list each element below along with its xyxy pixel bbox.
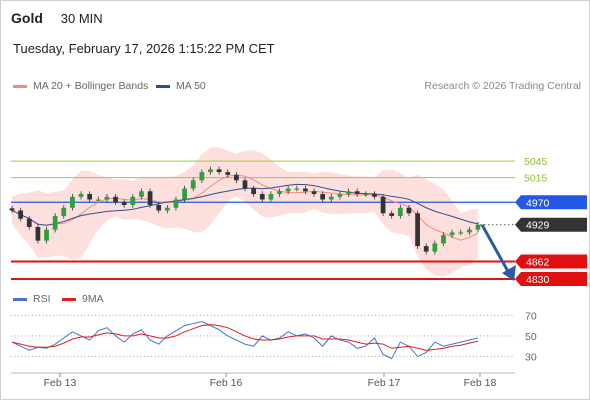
candle-body bbox=[406, 207, 412, 214]
candle-body bbox=[113, 196, 118, 203]
level-label-5015: 5015 bbox=[524, 173, 548, 185]
candle-body bbox=[61, 207, 67, 216]
candle-body bbox=[208, 169, 213, 173]
rsi-tick-70: 70 bbox=[525, 310, 537, 322]
level-tag-4830 bbox=[515, 272, 587, 287]
candle-body bbox=[372, 194, 377, 197]
candle-body bbox=[432, 243, 438, 252]
candle-body bbox=[475, 224, 481, 230]
level-tag-4862 bbox=[515, 254, 587, 269]
level-label-4929: 4929 bbox=[526, 220, 550, 232]
candle-body bbox=[225, 172, 231, 175]
candle-body bbox=[35, 226, 41, 241]
candle-body bbox=[216, 169, 222, 173]
legend-ma50-label: MA 50 bbox=[176, 80, 206, 92]
candle-body bbox=[242, 180, 248, 189]
candle-body bbox=[259, 194, 265, 200]
level-label-4862: 4862 bbox=[526, 256, 550, 268]
candle-body bbox=[466, 229, 472, 233]
candle-body bbox=[9, 208, 15, 211]
candle-body bbox=[441, 235, 446, 244]
candle-body bbox=[397, 207, 403, 216]
bollinger-band bbox=[12, 147, 478, 277]
candle-body bbox=[130, 196, 136, 205]
candle-body bbox=[52, 215, 58, 230]
level-label-4970: 4970 bbox=[526, 197, 550, 209]
rsi-line bbox=[11, 320, 479, 360]
candle-body bbox=[173, 199, 179, 208]
candle-body bbox=[156, 205, 162, 211]
candle-body bbox=[147, 191, 153, 205]
candle-body bbox=[389, 213, 395, 216]
legend-rsi-label: RSI bbox=[33, 293, 51, 305]
rsi-tick-50: 50 bbox=[525, 331, 537, 343]
candle-body bbox=[199, 172, 205, 181]
candle-body bbox=[320, 194, 326, 200]
candle-body bbox=[139, 191, 144, 197]
credit-text: Research © 2026 Trading Central bbox=[424, 80, 581, 92]
candle-body bbox=[328, 196, 334, 200]
report-datetime: Tuesday, February 17, 2026 1:15:22 PM CE… bbox=[13, 41, 275, 56]
ma20-swatch bbox=[13, 84, 27, 88]
candle-body bbox=[311, 191, 317, 195]
legend-ma20-label: MA 20 + Bollinger Bands bbox=[33, 80, 149, 92]
candle-body bbox=[363, 194, 369, 196]
level-tag-4970 bbox=[515, 195, 587, 210]
level-label-4830: 4830 bbox=[526, 274, 550, 286]
candle-body bbox=[121, 202, 127, 205]
candle-body bbox=[251, 188, 257, 195]
instrument-name: Gold bbox=[11, 10, 43, 26]
candle-body bbox=[346, 191, 351, 195]
level-tag-4929 bbox=[515, 217, 587, 232]
candle-body bbox=[423, 246, 429, 252]
projection-arrow-head bbox=[502, 265, 516, 282]
candle-body bbox=[70, 196, 75, 208]
legend-9ma-label: 9MA bbox=[82, 293, 104, 305]
candle-body bbox=[44, 229, 49, 241]
candle-body bbox=[26, 218, 32, 227]
candle-body bbox=[285, 188, 291, 192]
candle-body bbox=[415, 213, 420, 247]
rsi-swatch bbox=[13, 297, 27, 301]
candle-body bbox=[78, 194, 84, 197]
ma20-line bbox=[11, 174, 479, 241]
level-label-5045: 5045 bbox=[524, 156, 548, 168]
chart-header: Gold 30 MIN bbox=[11, 10, 103, 26]
legend-ma20: MA 20 + Bollinger Bands bbox=[13, 80, 148, 92]
candle-body bbox=[87, 194, 93, 200]
candle-body bbox=[104, 196, 110, 200]
candle-body bbox=[233, 174, 239, 181]
x-tick-label: Feb 18 bbox=[464, 377, 497, 389]
candle-body bbox=[294, 188, 300, 190]
timeframe-label: 30 MIN bbox=[60, 11, 103, 26]
candle-body bbox=[380, 196, 386, 214]
candle-body bbox=[164, 207, 170, 211]
rsi-9ma-line bbox=[11, 324, 479, 351]
x-tick-label: Feb 13 bbox=[44, 377, 77, 389]
candle-body bbox=[449, 232, 455, 236]
candle-body bbox=[95, 199, 101, 201]
legend-9ma: 9MA bbox=[62, 293, 104, 305]
candle-body bbox=[268, 194, 274, 200]
9ma-swatch bbox=[62, 297, 76, 301]
x-tick-label: Feb 16 bbox=[210, 377, 243, 389]
projection-arrow-line bbox=[480, 224, 512, 276]
ma50-swatch bbox=[156, 84, 170, 88]
candle-body bbox=[277, 191, 282, 195]
candle-body bbox=[18, 210, 24, 219]
candle-body bbox=[354, 191, 360, 195]
candle-body bbox=[458, 232, 464, 234]
candle-body bbox=[190, 180, 196, 189]
legend-rsi: RSI bbox=[13, 293, 51, 305]
candle-body bbox=[182, 188, 187, 200]
candle-body bbox=[303, 188, 308, 192]
legend-ma50: MA 50 bbox=[156, 80, 206, 92]
rsi-tick-30: 30 bbox=[525, 352, 537, 364]
candle-body bbox=[337, 194, 343, 197]
x-tick-label: Feb 17 bbox=[368, 377, 401, 389]
